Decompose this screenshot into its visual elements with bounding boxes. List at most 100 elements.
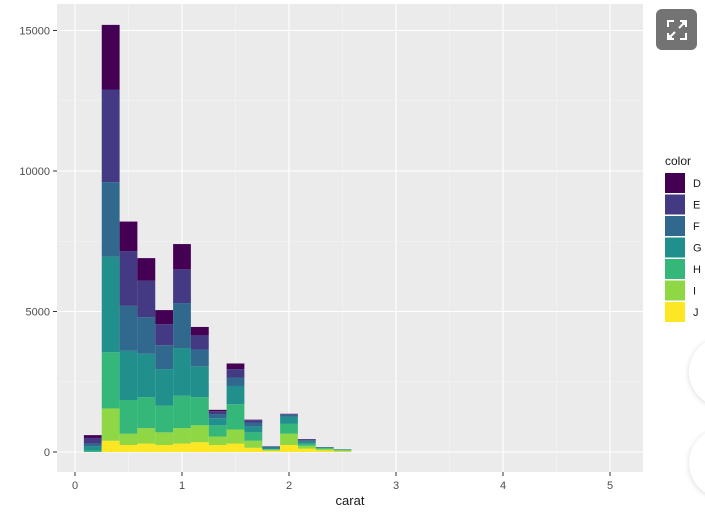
bar-segment-F	[137, 317, 156, 354]
bar-segment-I	[208, 436, 227, 445]
y-tick-label: 0	[44, 447, 50, 459]
bar-segment-I	[244, 440, 263, 448]
bar-segment-F	[83, 443, 102, 447]
bar-segment-F	[119, 305, 138, 351]
bar-segment-J	[119, 444, 138, 452]
y-axis: 0 5000 10000 15000	[19, 26, 57, 459]
bar-segment-D	[83, 435, 102, 438]
bar-segment-H	[262, 449, 281, 450]
bar-segment-G	[190, 366, 209, 398]
bar-segment-F	[101, 182, 120, 257]
x-axis: 0 1 2 3 4 5	[72, 472, 613, 492]
legend-key-D	[665, 173, 685, 193]
x-axis-title: carat	[336, 493, 365, 508]
bar-segment-D	[155, 310, 174, 325]
bar-segment-E	[83, 437, 102, 444]
bar-segment-I	[101, 408, 120, 441]
bar-segment-G	[315, 447, 334, 449]
bar-segment-G	[101, 256, 120, 353]
bar-segment-E	[280, 414, 298, 415]
bar-segment-H	[137, 397, 156, 429]
bar-segment-H	[119, 400, 138, 434]
bar-segment-J	[333, 451, 352, 452]
bar-segment-H	[208, 425, 227, 437]
legend-key-F	[665, 216, 685, 236]
bar-segment-H	[280, 423, 298, 434]
bar-segment-I	[226, 429, 245, 444]
bar-segment-D	[137, 258, 156, 281]
bar-segment-D	[119, 221, 138, 252]
bar-segment-G	[297, 441, 316, 444]
x-tick-label: 5	[607, 480, 613, 492]
bar-segment-H	[297, 443, 316, 446]
bar-segment-E	[208, 411, 227, 415]
x-tick-label: 4	[500, 480, 506, 492]
bar-segment-H	[173, 395, 191, 429]
legend-label-I: I	[693, 286, 696, 298]
bar-segment-G	[244, 426, 263, 433]
legend-key-E	[665, 194, 685, 215]
floating-action-button-2[interactable]	[689, 428, 705, 498]
legend-key-J	[665, 302, 685, 322]
expand-arrows-icon	[666, 19, 687, 40]
stacked-bars	[83, 24, 352, 452]
bar-segment-D	[226, 363, 245, 370]
bar-segment-J	[101, 440, 120, 452]
bar-segment-J	[137, 443, 156, 452]
legend-key-I	[665, 280, 685, 301]
y-tick-label: 10000	[19, 166, 50, 178]
bar-segment-G	[280, 416, 298, 424]
y-tick-label: 5000	[26, 307, 50, 319]
bar-segment-F	[190, 349, 209, 367]
x-tick-label: 3	[393, 480, 399, 492]
bar-segment-D	[173, 244, 191, 270]
legend-label-H: H	[693, 264, 701, 276]
bar-segment-E	[155, 324, 174, 346]
bar-segment-H	[83, 450, 102, 452]
bar-segment-E	[101, 89, 120, 183]
bar-segment-F	[173, 303, 191, 349]
floating-action-button-1[interactable]	[689, 337, 705, 407]
bar-segment-H	[226, 404, 245, 430]
bar-segment-I	[190, 425, 209, 443]
expand-button[interactable]	[656, 9, 697, 50]
bar-segment-J	[244, 447, 263, 452]
bar-segment-I	[315, 448, 334, 451]
bar-segment-J	[262, 450, 281, 452]
bar-segment-D	[244, 419, 263, 421]
bar-segment-F	[244, 422, 263, 427]
legend-label-G: G	[693, 243, 702, 255]
bar-segment-G	[173, 348, 191, 396]
legend-label-D: D	[693, 178, 701, 190]
bar-segment-H	[333, 449, 352, 451]
bar-segment-E	[173, 269, 191, 304]
bar-segment-I	[173, 428, 191, 444]
bar-segment-G	[262, 447, 281, 450]
bar-segment-H	[155, 405, 174, 433]
legend-label-F: F	[693, 221, 700, 233]
bar-segment-I	[280, 433, 298, 445]
bar-segment-F	[262, 446, 281, 448]
legend-key-H	[665, 259, 685, 279]
bar-segment-I	[297, 445, 316, 449]
bar-segment-J	[190, 442, 209, 452]
bar-segment-G	[119, 350, 138, 401]
bar-segment-J	[297, 448, 316, 452]
bar-segment-J	[208, 444, 227, 452]
bar-segment-F	[280, 414, 298, 417]
bar-segment-E	[297, 439, 316, 441]
bar-segment-E	[190, 335, 209, 350]
bar-segment-G	[155, 369, 174, 406]
bar-segment-E	[244, 420, 263, 423]
bar-segment-D	[190, 326, 209, 336]
bar-segment-E	[226, 369, 245, 378]
bar-segment-H	[315, 448, 334, 449]
bar-segment-H	[101, 352, 120, 409]
bar-segment-J	[173, 443, 191, 452]
bar-segment-F	[226, 377, 245, 386]
x-tick-label: 1	[179, 480, 185, 492]
bar-segment-F	[155, 345, 174, 370]
bar-segment-E	[137, 280, 156, 318]
